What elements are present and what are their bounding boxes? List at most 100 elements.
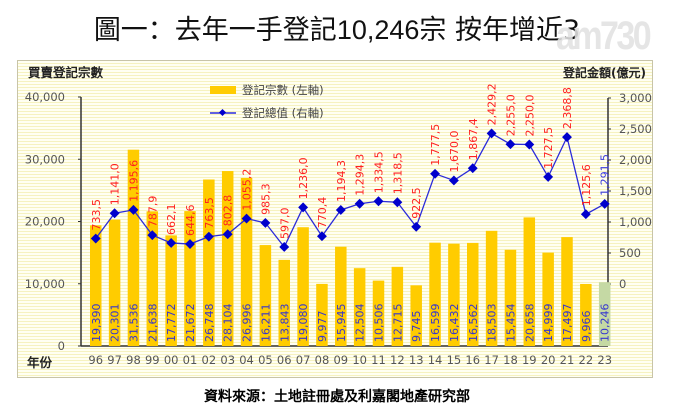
line-marker (147, 230, 158, 241)
left-tick-label: 20,000 (25, 215, 65, 229)
line-value-label: 1,334,5 (373, 151, 386, 193)
bar-value-label: 17,497 (561, 304, 574, 343)
line-value-label: 922,5 (410, 187, 423, 219)
bar-value-label: 17,772 (165, 304, 178, 343)
line-marker (90, 233, 101, 244)
bar-value-label: 31,536 (127, 304, 140, 343)
bar-labels: 19,390 20,301 31,536 21,638 17,772 21,672 26,7… (90, 304, 612, 343)
line-value-label: 1,055,2 (241, 169, 254, 211)
line-value-label: 802,8 (222, 195, 235, 227)
legend-bar-swatch (210, 86, 236, 94)
line-marker (524, 139, 535, 150)
x-tick-label: 19 (522, 353, 537, 367)
bar-value-label: 21,672 (184, 304, 197, 343)
line-marker (543, 171, 554, 182)
x-tick-label: 16 (465, 353, 480, 367)
legend: 登記宗數 (左軸) 登記總值 (右軸) (210, 83, 324, 120)
right-tick-label: 500 (619, 246, 641, 260)
bar (580, 283, 592, 346)
line-value-label: 1,867,4 (467, 118, 480, 160)
bar (221, 171, 234, 346)
line-marker (411, 221, 422, 232)
line-marker (430, 168, 440, 179)
x-tick-label: 09 (333, 353, 348, 367)
bar (165, 235, 177, 346)
line-series (90, 128, 610, 252)
x-tick-label: 04 (239, 353, 254, 367)
x-tick-label: 13 (409, 353, 424, 367)
x-tick-label: 17 (484, 353, 499, 367)
line-marker (241, 213, 252, 224)
x-tick-label: 18 (503, 353, 518, 367)
bar-value-label: 16,432 (448, 304, 461, 343)
x-tick-label: 11 (371, 353, 386, 367)
line-marker (279, 242, 290, 252)
line-marker (109, 208, 120, 219)
line-value-label: 644,6 (184, 205, 197, 237)
bar (598, 282, 611, 346)
bar (278, 259, 290, 346)
bar (297, 227, 309, 346)
line-marker (486, 128, 497, 139)
bar-value-label: 10,246 (599, 304, 612, 343)
line-value-label: 1,670,0 (448, 130, 461, 172)
line-marker (580, 209, 591, 220)
x-tick-label: 06 (277, 353, 292, 367)
x-tick-label: 10 (352, 353, 367, 367)
line-value-label: 733,5 (90, 199, 103, 231)
bar-series (90, 149, 611, 346)
line-value-label: 1,291,5 (599, 154, 612, 196)
watermark-logo: am730 (556, 14, 652, 58)
bar-value-label: 14,999 (542, 304, 555, 343)
x-tick-label: 12 (390, 353, 405, 367)
line-value-label: 1,777,5 (429, 124, 442, 166)
bar-value-label: 19,080 (297, 304, 310, 343)
line-marker (203, 231, 214, 242)
bar-value-label: 12,715 (391, 304, 404, 343)
right-axis: 0 500 1,000 1,500 2,000 2,500 3,000 (607, 91, 652, 346)
right-tick-label: 3,000 (619, 91, 652, 105)
x-tick-label: 01 (183, 353, 198, 367)
line-marker (128, 204, 139, 215)
x-axis-title: 年份 (27, 355, 53, 370)
right-tick-label: 2,000 (619, 153, 652, 167)
left-tick-label: 40,000 (25, 90, 65, 104)
bar-value-label: 16,211 (259, 304, 272, 343)
right-axis-title: 登記金額(億元) (562, 65, 646, 80)
bar-value-label: 9,745 (410, 311, 423, 343)
right-tick-label: 1,000 (619, 215, 652, 229)
bar-value-label: 9,977 (316, 311, 329, 343)
bar-value-label: 12,504 (354, 304, 367, 343)
line-marker (354, 198, 365, 209)
bar (353, 268, 366, 346)
bar (259, 245, 272, 346)
line-path (95, 132, 606, 249)
line-value-label: 770,4 (316, 197, 329, 229)
bar-value-label: 18,503 (486, 304, 499, 343)
line-marker (166, 238, 177, 248)
x-tick-label: 98 (126, 353, 141, 367)
line-marker (335, 205, 346, 215)
source-note: 資料來源：土地註冊處及利嘉閣地產研究部 (204, 389, 470, 405)
x-tick-label: 02 (202, 353, 217, 367)
left-tick-label: 30,000 (25, 152, 65, 166)
line-value-label: 763,5 (203, 197, 216, 229)
bar (467, 242, 479, 346)
x-tick-label: 03 (220, 353, 235, 367)
x-tick-label: 07 (296, 353, 311, 367)
bar (561, 237, 573, 346)
line-labels: 733,5 1,141,0 1,195,6 787,9 662,1 644,6 763,5 8… (90, 83, 612, 239)
line-marker (373, 196, 384, 207)
line-marker (185, 239, 195, 249)
line-value-label: 1,236,0 (297, 157, 310, 199)
title-number: 10,246 (336, 15, 420, 45)
bar (372, 280, 385, 346)
x-tick-label: 23 (597, 353, 612, 367)
left-axis: 0 10,000 20,000 30,000 40,000 (25, 90, 608, 353)
line-marker (448, 175, 459, 186)
line-marker (260, 217, 271, 228)
line-marker (599, 198, 610, 209)
bar (127, 149, 140, 346)
bar (504, 249, 517, 346)
line-marker (392, 197, 403, 208)
